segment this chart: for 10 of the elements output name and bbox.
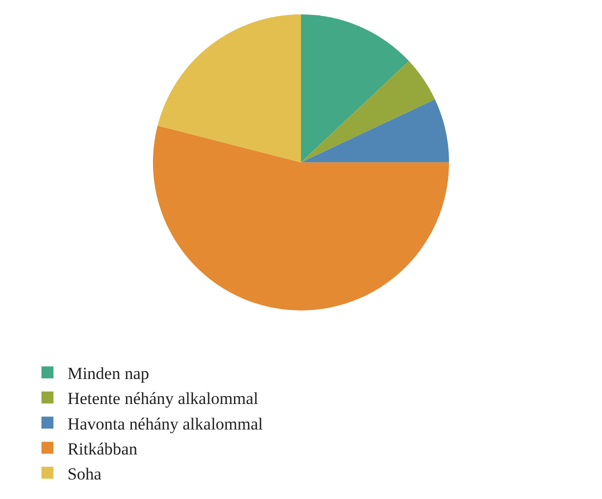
legend-label: Havonta néhány alkalommal [67,414,264,434]
pie-slice [301,61,435,162]
legend-label: Ritkábban [67,439,138,458]
pie-slice [158,14,301,162]
pie-slice [301,99,450,162]
pie-slice [301,14,409,162]
legend-label: Soha [67,464,102,484]
legend-label: Minden nap [67,364,150,384]
pie-slice [152,126,450,310]
legend-label: Hetente néhány alkalommal [67,389,258,408]
